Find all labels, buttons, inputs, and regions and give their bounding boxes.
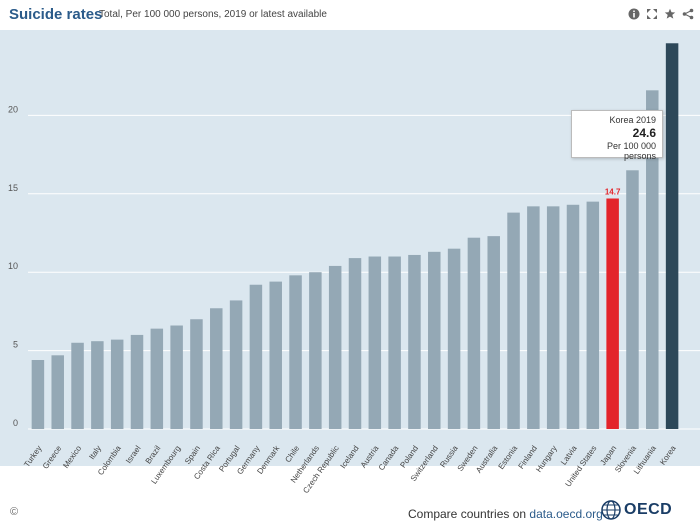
bar-czech-republic[interactable] xyxy=(328,265,342,429)
y-tick-label-15: 15 xyxy=(8,183,18,193)
tooltip-value: 24.6 xyxy=(632,126,656,140)
tooltip: Korea 2019 24.6 Per 100 000 persons xyxy=(571,110,663,161)
bar-netherlands[interactable] xyxy=(309,272,322,429)
data-label-japan: 14.7 xyxy=(605,188,621,197)
bar-united-states[interactable] xyxy=(586,201,600,429)
bar-colombia[interactable] xyxy=(110,339,124,429)
bar-switzerland[interactable] xyxy=(428,251,441,429)
x-tick-label-spain: Spain xyxy=(183,444,202,466)
bar-greece[interactable] xyxy=(51,355,64,429)
bar-denmark[interactable] xyxy=(269,281,282,429)
bar-brazil[interactable] xyxy=(150,328,164,429)
share-icon[interactable] xyxy=(682,8,694,20)
bar-iceland[interactable] xyxy=(348,258,362,429)
chart-title: Suicide rates xyxy=(9,6,103,23)
bar-latvia[interactable] xyxy=(566,204,580,429)
x-tick-label-brazil: Brazil xyxy=(144,444,163,466)
compare-countries: Compare countries on data.oecd.org xyxy=(408,507,603,521)
y-tick-label-10: 10 xyxy=(8,261,18,271)
x-tick-label-greece: Greece xyxy=(41,444,64,471)
x-tick-label-japan: Japan xyxy=(598,444,618,467)
bar-italy[interactable] xyxy=(91,341,104,429)
bar-mexico[interactable] xyxy=(71,342,84,429)
bar-australia[interactable] xyxy=(487,236,500,429)
expand-icon[interactable] xyxy=(646,8,658,20)
y-tick-label-0: 0 xyxy=(13,418,18,428)
copyright-notice: © xyxy=(10,506,19,518)
x-tick-label-italy: Italy xyxy=(87,444,103,461)
x-tick-label-iceland: Iceland xyxy=(338,444,360,470)
bar-germany[interactable] xyxy=(249,284,263,429)
bar-israel[interactable] xyxy=(130,334,144,429)
x-tick-label-israel: Israel xyxy=(124,444,143,465)
y-tick-label-20: 20 xyxy=(8,104,18,114)
bar-costa-rica[interactable] xyxy=(210,308,223,429)
chart-subtitle: Total, Per 100 000 persons, 2019 or late… xyxy=(99,9,327,20)
bar-finland[interactable] xyxy=(527,206,540,429)
oecd-globe-icon xyxy=(601,500,621,520)
oecd-logo-text: OECD xyxy=(624,501,673,518)
y-tick-label-5: 5 xyxy=(13,340,18,350)
x-tick-label-korea: Korea xyxy=(658,444,678,467)
x-tick-label-mexico: Mexico xyxy=(61,444,83,470)
chart-footer: © Compare countries on data.oecd.org OEC… xyxy=(0,496,700,524)
x-tick-label-canada: Canada xyxy=(377,444,401,473)
x-tick-label-estonia: Estonia xyxy=(497,444,520,471)
chart-header: Suicide rates Total, Per 100 000 persons… xyxy=(0,0,700,30)
bar-spain[interactable] xyxy=(190,319,203,429)
toolbar xyxy=(628,8,694,20)
bar-portugal[interactable] xyxy=(229,300,243,429)
oecd-logo[interactable]: OECD xyxy=(601,500,672,520)
bar-estonia[interactable] xyxy=(507,212,520,429)
tooltip-unit: Per 100 000 persons xyxy=(606,141,656,161)
bar-japan[interactable] xyxy=(606,198,619,429)
bar-turkey[interactable] xyxy=(31,360,45,429)
bar-slovenia[interactable] xyxy=(626,170,639,429)
bar-poland[interactable] xyxy=(408,254,421,429)
bar-lithuania[interactable] xyxy=(646,90,659,429)
star-icon[interactable] xyxy=(664,8,676,20)
bar-canada[interactable] xyxy=(388,256,401,429)
x-tick-label-latvia: Latvia xyxy=(559,444,579,467)
bar-russia[interactable] xyxy=(447,248,461,429)
bar-hungary[interactable] xyxy=(546,206,560,429)
bar-austria[interactable] xyxy=(368,256,382,429)
bar-luxembourg[interactable] xyxy=(170,325,183,429)
tooltip-heading: Korea 2019 xyxy=(609,115,656,125)
data-oecd-link[interactable]: data.oecd.org xyxy=(529,507,603,521)
bar-korea[interactable] xyxy=(665,43,679,429)
compare-prefix: Compare countries on xyxy=(408,507,530,521)
x-tick-label-chile: Chile xyxy=(283,444,301,465)
info-icon[interactable] xyxy=(628,8,640,20)
bar-sweden[interactable] xyxy=(467,237,481,429)
bar-chile[interactable] xyxy=(289,275,302,429)
